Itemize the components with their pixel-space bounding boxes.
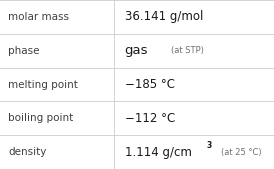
Text: (at STP): (at STP) [171, 46, 204, 55]
Text: molar mass: molar mass [8, 12, 69, 22]
Text: 3: 3 [207, 141, 212, 150]
Text: −112 °C: −112 °C [125, 112, 175, 125]
Text: density: density [8, 147, 47, 157]
Text: phase: phase [8, 46, 40, 56]
Text: boiling point: boiling point [8, 113, 73, 123]
Text: melting point: melting point [8, 79, 78, 90]
Text: 36.141 g/mol: 36.141 g/mol [125, 10, 203, 23]
Text: (at 25 °C): (at 25 °C) [221, 148, 261, 157]
Text: gas: gas [125, 44, 148, 57]
Text: 1.114 g/cm: 1.114 g/cm [125, 146, 192, 159]
Text: −185 °C: −185 °C [125, 78, 175, 91]
